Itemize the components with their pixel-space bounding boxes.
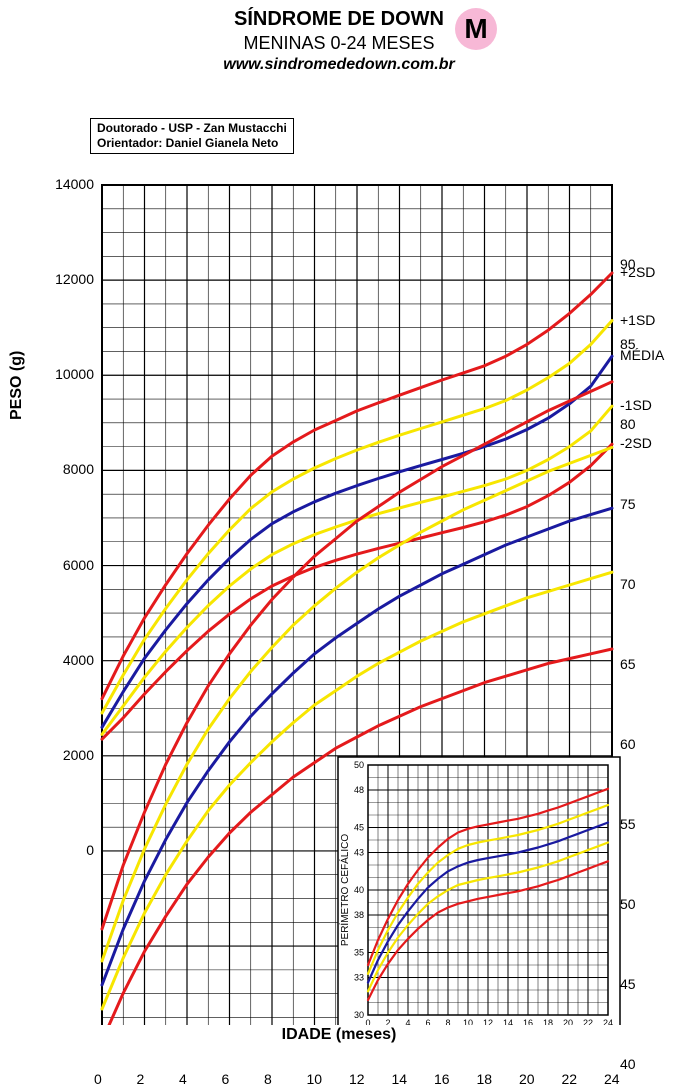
ytick-peso-8000: 8000 bbox=[44, 461, 94, 477]
svg-text:16: 16 bbox=[523, 1018, 533, 1025]
xtick-14: 14 bbox=[392, 1071, 408, 1087]
gender-badge: M bbox=[455, 8, 497, 50]
ytick-estatura-65: 65 bbox=[620, 656, 670, 672]
sd-label-+1SD: +1SD bbox=[620, 312, 655, 328]
svg-text:18: 18 bbox=[543, 1018, 553, 1025]
svg-text:24: 24 bbox=[603, 1018, 613, 1025]
ytick-estatura-80: 80 bbox=[620, 416, 670, 432]
ytick-estatura-60: 60 bbox=[620, 736, 670, 752]
gender-badge-letter: M bbox=[464, 13, 487, 45]
sd-label--1SD: -1SD bbox=[620, 397, 652, 413]
sd-label-+2SD: +2SD bbox=[620, 264, 655, 280]
svg-text:30: 30 bbox=[354, 1010, 364, 1020]
xtick-4: 4 bbox=[179, 1071, 187, 1087]
ytick-peso-2000: 2000 bbox=[44, 747, 94, 763]
svg-text:14: 14 bbox=[503, 1018, 513, 1025]
xtick-0: 0 bbox=[94, 1071, 102, 1087]
ytick-estatura-50: 50 bbox=[620, 896, 670, 912]
svg-text:4: 4 bbox=[405, 1018, 410, 1025]
svg-text:PERÍMETRO CEFÁLICO: PERÍMETRO CEFÁLICO bbox=[338, 834, 351, 946]
credit-line-1: Doutorado - USP - Zan Mustacchi bbox=[97, 121, 287, 136]
svg-text:40: 40 bbox=[354, 885, 364, 895]
xtick-22: 22 bbox=[562, 1071, 578, 1087]
svg-text:43: 43 bbox=[354, 848, 364, 858]
title-sub: MENINAS 0-24 MESES bbox=[0, 33, 678, 54]
ytick-estatura-55: 55 bbox=[620, 816, 670, 832]
svg-text:6: 6 bbox=[425, 1018, 430, 1025]
xtick-2: 2 bbox=[137, 1071, 145, 1087]
sd-label--2SD: -2SD bbox=[620, 435, 652, 451]
xtick-24: 24 bbox=[604, 1071, 620, 1087]
svg-text:8: 8 bbox=[445, 1018, 450, 1025]
svg-text:10: 10 bbox=[463, 1018, 473, 1025]
x-axis-label-idade: IDADE (meses) bbox=[0, 1026, 678, 1044]
ytick-peso-0: 0 bbox=[44, 842, 94, 858]
y-axis-label-peso: PESO (g) bbox=[8, 351, 26, 420]
xtick-10: 10 bbox=[307, 1071, 323, 1087]
svg-text:33: 33 bbox=[354, 973, 364, 983]
chart-container: 303335384043454850024681012141618202224I… bbox=[20, 85, 660, 1025]
ytick-peso-6000: 6000 bbox=[44, 557, 94, 573]
title-main: SÍNDROME DE DOWN bbox=[0, 8, 678, 31]
svg-text:50: 50 bbox=[354, 760, 364, 770]
credit-box: Doutorado - USP - Zan Mustacchi Orientad… bbox=[90, 118, 294, 154]
ytick-estatura-75: 75 bbox=[620, 496, 670, 512]
svg-text:0: 0 bbox=[365, 1018, 370, 1025]
svg-text:22: 22 bbox=[583, 1018, 593, 1025]
svg-text:48: 48 bbox=[354, 785, 364, 795]
svg-text:35: 35 bbox=[354, 948, 364, 958]
ytick-peso-12000: 12000 bbox=[44, 271, 94, 287]
growth-chart-page: SÍNDROME DE DOWN MENINAS 0-24 MESES www.… bbox=[0, 0, 678, 1050]
main-chart-svg: 303335384043454850024681012141618202224I… bbox=[20, 85, 660, 1025]
credit-line-2: Orientador: Daniel Gianela Neto bbox=[97, 136, 287, 151]
source-url: www.sindromededown.com.br bbox=[0, 56, 678, 74]
ytick-estatura-40: 40 bbox=[620, 1056, 670, 1072]
xtick-20: 20 bbox=[519, 1071, 535, 1087]
xtick-12: 12 bbox=[349, 1071, 365, 1087]
xtick-6: 6 bbox=[222, 1071, 230, 1087]
ytick-estatura-70: 70 bbox=[620, 576, 670, 592]
svg-text:45: 45 bbox=[354, 823, 364, 833]
xtick-8: 8 bbox=[264, 1071, 272, 1087]
header: SÍNDROME DE DOWN MENINAS 0-24 MESES www.… bbox=[0, 8, 678, 74]
svg-text:38: 38 bbox=[354, 910, 364, 920]
ytick-peso-14000: 14000 bbox=[44, 176, 94, 192]
ytick-peso-4000: 4000 bbox=[44, 652, 94, 668]
svg-text:2: 2 bbox=[385, 1018, 390, 1025]
xtick-16: 16 bbox=[434, 1071, 450, 1087]
svg-text:12: 12 bbox=[483, 1018, 493, 1025]
sd-label-MÉDIA: MÉDIA bbox=[620, 347, 664, 363]
svg-text:20: 20 bbox=[563, 1018, 573, 1025]
ytick-peso-10000: 10000 bbox=[44, 366, 94, 382]
ytick-estatura-45: 45 bbox=[620, 976, 670, 992]
xtick-18: 18 bbox=[477, 1071, 493, 1087]
